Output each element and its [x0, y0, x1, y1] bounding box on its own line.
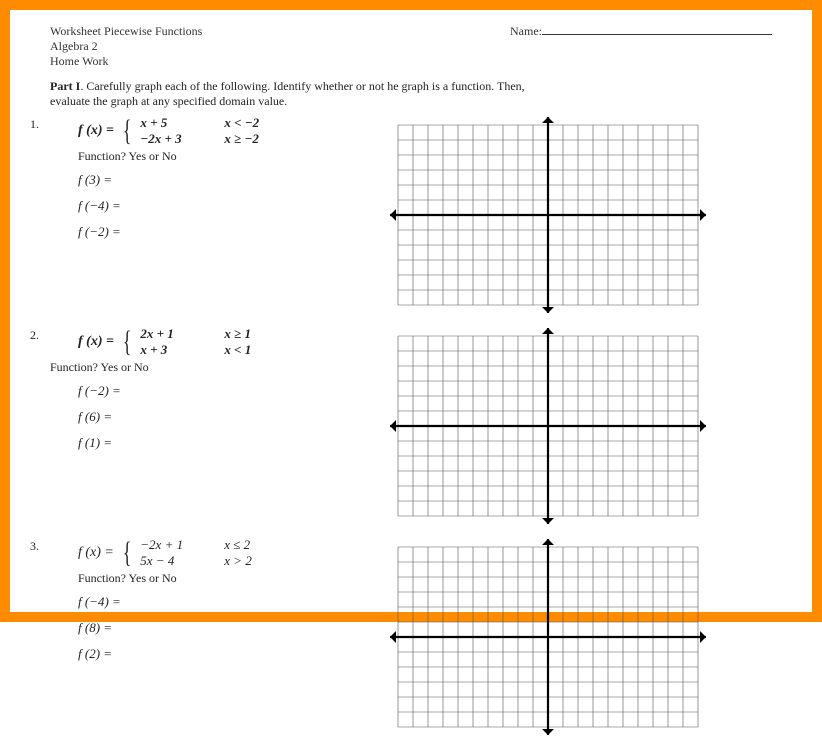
p1-expr1: x + 5 — [140, 115, 196, 131]
problem-3-number: 3. — [30, 539, 39, 554]
header-row: Worksheet Piecewise Functions Name: — [50, 24, 772, 39]
problem-2-graph — [388, 326, 688, 531]
name-underline — [542, 25, 772, 35]
part-text-b: evaluate the graph at any specified doma… — [50, 94, 287, 108]
p2-expr1: 2x + 1 — [140, 326, 196, 342]
problem-2-pieces: 2x + 1 x ≥ 1 x + 3 x < 1 — [140, 326, 284, 358]
p2-expr2: x + 3 — [140, 342, 196, 358]
problem-2-number: 2. — [30, 328, 39, 343]
p3-cond2: x > 2 — [224, 553, 284, 569]
problem-1-graph — [388, 115, 688, 320]
p2-eval2: f (6) = — [78, 409, 370, 425]
problem-3-pieces: −2x + 1 x ≤ 2 5x − 4 x > 2 — [140, 537, 284, 569]
name-field: Name: — [510, 24, 772, 39]
part-instructions: Part I. Carefully graph each of the foll… — [50, 79, 772, 109]
coordinate-grid — [388, 326, 708, 526]
problem-3-left: 3. f (x) = { −2x + 1x ≤ 2 5x − 4x > 2 Fu… — [50, 537, 370, 662]
problem-1-pieces: x + 5 x < −2 −2x + 3 x ≥ −2 — [140, 115, 284, 147]
fx-label: f (x) = — [78, 545, 114, 561]
fx-label: f (x) = — [78, 123, 114, 139]
problem-2-question: Function? Yes or No — [50, 360, 370, 375]
problem-3-evals: f (−4) = f (8) = f (2) = — [78, 594, 370, 662]
p3-expr1: −2x + 1 — [140, 537, 196, 553]
problem-3-fx: f (x) = { −2x + 1 x ≤ 2 5x − 4 x > 2 — [78, 537, 370, 569]
problem-2-fx: f (x) = { 2x + 1 x ≥ 1 x + 3 x < 1 — [78, 326, 370, 358]
problem-3-graph — [388, 537, 688, 742]
p1-cond2: x ≥ −2 — [224, 131, 284, 147]
problem-3-question: Function? Yes or No — [78, 571, 370, 586]
worksheet-frame: Worksheet Piecewise Functions Name: Alge… — [0, 0, 822, 622]
course-label: Algebra 2 — [50, 39, 772, 54]
problem-1-fx: f (x) = { x + 5 x < −2 −2x + 3 x ≥ −2 — [78, 115, 370, 147]
p1-eval1: f (3) = — [78, 172, 370, 188]
part-text-a: . Carefully graph each of the following.… — [80, 79, 524, 93]
p3-eval1: f (−4) = — [78, 594, 370, 610]
p1-eval2: f (−4) = — [78, 198, 370, 214]
problem-1-evals: f (3) = f (−4) = f (−2) = — [78, 172, 370, 240]
part-label: Part I — [50, 79, 80, 93]
coordinate-grid — [388, 115, 708, 315]
problem-1: 1. f (x) = { x + 5x < −2 −2x + 3x ≥ −2 F… — [50, 115, 772, 320]
fx-label: f (x) = — [78, 334, 114, 350]
p1-expr2: −2x + 3 — [140, 131, 196, 147]
p2-eval1: f (−2) = — [78, 383, 370, 399]
problem-1-number: 1. — [30, 117, 39, 132]
name-label: Name: — [510, 24, 542, 38]
p3-cond1: x ≤ 2 — [224, 537, 284, 553]
p2-eval3: f (1) = — [78, 435, 370, 451]
hw-label: Home Work — [50, 54, 772, 69]
brace-icon: { — [123, 542, 132, 564]
p2-cond1: x ≥ 1 — [224, 326, 284, 342]
problem-2: 2. f (x) = { 2x + 1x ≥ 1 x + 3x < 1 Func… — [50, 326, 772, 531]
p1-eval3: f (−2) = — [78, 224, 370, 240]
brace-icon: { — [123, 331, 132, 353]
coordinate-grid — [388, 537, 708, 737]
problem-1-left: 1. f (x) = { x + 5x < −2 −2x + 3x ≥ −2 F… — [50, 115, 370, 240]
problem-2-left: 2. f (x) = { 2x + 1x ≥ 1 x + 3x < 1 Func… — [50, 326, 370, 451]
brace-icon: { — [123, 120, 132, 142]
problem-3: 3. f (x) = { −2x + 1x ≤ 2 5x − 4x > 2 Fu… — [50, 537, 772, 742]
problem-2-evals: f (−2) = f (6) = f (1) = — [78, 383, 370, 451]
problem-1-question: Function? Yes or No — [78, 149, 370, 164]
p3-expr2: 5x − 4 — [140, 553, 196, 569]
p1-cond1: x < −2 — [224, 115, 284, 131]
p2-cond2: x < 1 — [224, 342, 284, 358]
p3-eval2: f (8) = — [78, 620, 370, 636]
p3-eval3: f (2) = — [78, 646, 370, 662]
worksheet-title: Worksheet Piecewise Functions — [50, 24, 202, 39]
